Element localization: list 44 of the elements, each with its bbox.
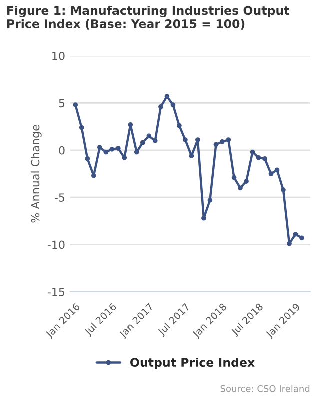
y-axis-title: % Annual Change	[31, 125, 42, 223]
y-tick-label: 10	[52, 52, 65, 60]
point	[293, 232, 298, 237]
point	[104, 150, 109, 155]
point	[122, 156, 128, 160]
point	[214, 142, 219, 148]
point	[226, 138, 232, 142]
y-tick-label: 0	[59, 146, 65, 155]
point	[262, 156, 268, 162]
source-note: Source: CSO Ireland	[220, 385, 310, 392]
point	[281, 188, 286, 192]
point	[128, 122, 134, 128]
point	[140, 140, 146, 146]
point	[146, 134, 152, 139]
point	[238, 186, 243, 191]
point	[208, 198, 213, 203]
point	[116, 146, 121, 151]
point	[79, 125, 84, 130]
chart-title: Figure 1: Manufacturing Industries Output Price Index (Base: Year 2015 = 100)	[7, 6, 290, 30]
point	[232, 175, 237, 180]
y-tick-label: -15	[48, 288, 65, 296]
point	[152, 138, 158, 144]
point	[177, 123, 182, 128]
point	[170, 102, 176, 108]
point	[110, 147, 115, 152]
point	[268, 172, 274, 176]
point	[300, 236, 304, 241]
point	[250, 150, 256, 155]
point	[97, 145, 102, 150]
point	[287, 241, 292, 246]
point	[202, 216, 206, 221]
y-tick-label: -10	[48, 240, 65, 250]
point	[274, 168, 280, 173]
y-tick-label: 5	[59, 99, 65, 108]
point	[220, 139, 225, 144]
point	[196, 138, 200, 142]
point	[73, 102, 78, 108]
point	[183, 138, 188, 142]
legend-label: Output Price Index	[130, 358, 255, 370]
point	[158, 104, 164, 110]
y-tick-label: -5	[55, 194, 65, 202]
point	[85, 156, 90, 162]
point	[256, 156, 262, 160]
point	[244, 179, 249, 184]
